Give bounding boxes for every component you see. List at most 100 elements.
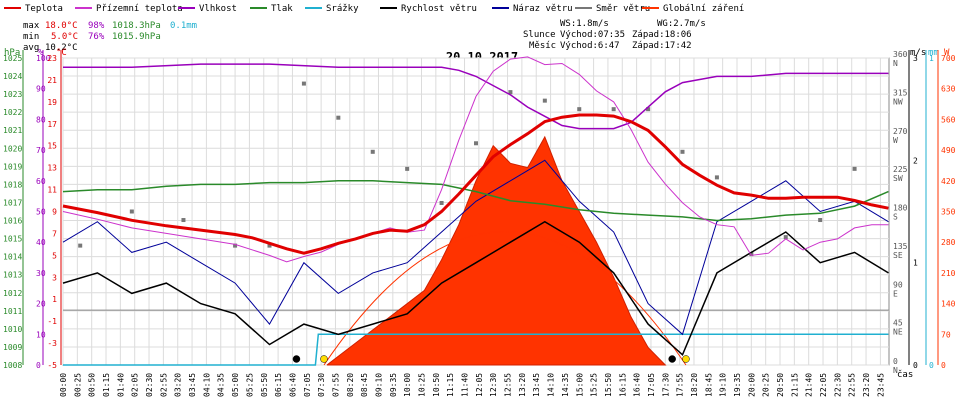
x-tick-label: 08:45 — [360, 373, 369, 397]
temp-tick-label: 3 — [52, 273, 57, 282]
temp-tick-label: 15 — [47, 142, 57, 151]
press-tick-label: 1014 — [3, 253, 22, 262]
unit-wind: m/s — [910, 48, 926, 58]
x-tick-label: 19:35 — [733, 373, 742, 397]
riseset-marker-1 — [320, 355, 328, 363]
dir-name-label: NE — [893, 328, 903, 337]
moon-set: Západ:17:42 — [632, 41, 692, 51]
x-tick-label: 10:50 — [432, 373, 441, 397]
dir-marker — [680, 149, 685, 154]
x-tick-label: 01:40 — [116, 373, 125, 397]
temp-tick-label: -5 — [47, 361, 57, 370]
legend: Teplota Přízemní teplota Vlhkost Tlak Srážky… — [4, 4, 744, 14]
x-tick-label: 02:55 — [159, 373, 168, 397]
unit-rad: W — [944, 48, 950, 58]
x-tick-label: 23:20 — [862, 373, 871, 397]
hum-tick-label: 0 — [36, 361, 41, 370]
legend-label-0: Teplota — [25, 4, 63, 14]
dir-marker — [714, 175, 719, 180]
press-tick-label: 1012 — [3, 289, 22, 298]
x-tick-label: 06:15 — [274, 373, 283, 397]
hum-tick-label: 70 — [36, 146, 46, 155]
press-tick-label: 1015 — [3, 235, 22, 244]
dir-marker — [818, 218, 823, 223]
dir-tick-label: 90 — [893, 280, 903, 289]
stat-max-press: 1018.3hPa — [112, 21, 161, 31]
temp-tick-label: 13 — [47, 164, 57, 173]
dir-name-label: N — [893, 366, 898, 375]
dir-marker — [301, 81, 306, 86]
x-tick-label: 12:55 — [504, 373, 513, 397]
dir-marker — [646, 107, 651, 112]
dir-tick-label: 315 — [893, 88, 908, 97]
series-pressure — [62, 180, 889, 222]
hum-tick-label: 10 — [36, 330, 46, 339]
hum-tick-label: 30 — [36, 269, 46, 278]
unit-press: hPa — [4, 48, 20, 58]
hum-tick-label: 60 — [36, 177, 46, 186]
x-tick-label: 01:15 — [102, 373, 111, 397]
x-tick-label: 00:00 — [59, 373, 68, 397]
dir-marker — [267, 243, 272, 248]
x-tick-label: 07:30 — [317, 373, 326, 397]
dir-marker — [336, 115, 341, 120]
dir-marker — [749, 252, 754, 257]
rad-tick-label: 280 — [941, 238, 956, 247]
x-tick-label: 12:05 — [475, 373, 484, 397]
x-tick-label: 18:45 — [704, 373, 713, 397]
press-tick-label: 1013 — [3, 271, 22, 280]
x-tick-label: 08:20 — [346, 373, 355, 397]
temp-tick-label: 11 — [47, 186, 57, 195]
unit-rain: mm — [928, 48, 939, 58]
legend-label-6: Náraz větru — [513, 4, 573, 14]
dir-tick-label: 0 — [893, 357, 898, 366]
hum-tick-label: 20 — [36, 300, 46, 309]
x-tick-label: 22:30 — [833, 373, 842, 397]
x-tick-label: 13:20 — [518, 373, 527, 397]
legend-label-8: Globální záření — [663, 4, 744, 14]
press-tick-label: 1017 — [3, 198, 22, 207]
dir-marker — [405, 166, 410, 171]
series-temperature — [62, 113, 889, 255]
legend-label-5: Rychlost větru — [401, 4, 477, 14]
x-tick-label: 09:35 — [389, 373, 398, 397]
rad-tick-label: 490 — [941, 146, 956, 155]
plot-area: 00:00 00:25 00:50 01:15 01:40 02:05 02:30 02:55… — [3, 50, 956, 397]
press-tick-label: 1018 — [3, 180, 22, 189]
x-tick-label: 00:25 — [73, 373, 82, 397]
x-tick-label: 00:50 — [88, 373, 97, 397]
stat-min-press: 1015.9hPa — [112, 32, 161, 42]
stats-block: max 18.0°C 98% 1018.3hPa 0.1mm min 5.0°C… — [23, 21, 197, 53]
x-tick-label: 20:25 — [762, 373, 771, 397]
press-tick-label: 1009 — [3, 343, 22, 352]
dir-marker — [78, 243, 83, 248]
series-ground-temp — [62, 56, 889, 263]
sun-rise: Východ:07:35 — [560, 30, 625, 40]
x-tick-label: 09:10 — [374, 373, 383, 397]
x-tick-label: 21:40 — [805, 373, 814, 397]
press-tick-label: 1021 — [3, 126, 22, 135]
dir-name-label: SE — [893, 251, 903, 260]
x-tick-label: 19:10 — [719, 373, 728, 397]
x-tick-label: 02:30 — [145, 373, 154, 397]
legend-label-3: Tlak — [271, 4, 293, 14]
wind-tick-label: 3 — [913, 54, 918, 63]
x-tick-label: 12:30 — [489, 373, 498, 397]
dir-marker — [181, 218, 186, 223]
dir-tick-label: 135 — [893, 242, 908, 251]
x-tick-label: 05:25 — [245, 373, 254, 397]
stat-max-rain: 0.1mm — [170, 21, 197, 31]
press-tick-label: 1019 — [3, 162, 22, 171]
press-tick-label: 1010 — [3, 325, 22, 334]
stat-max-hum: 98% — [88, 21, 105, 31]
press-tick-label: 1023 — [3, 90, 22, 99]
press-tick-label: 1024 — [3, 72, 22, 81]
x-tick-label: 15:25 — [590, 373, 599, 397]
hum-tick-label: 40 — [36, 238, 46, 247]
rad-tick-label: 350 — [941, 208, 956, 217]
press-tick-label: 1020 — [3, 144, 22, 153]
x-tick-label: 14:35 — [561, 373, 570, 397]
temp-tick-label: 1 — [52, 295, 57, 304]
press-tick-label: 1016 — [3, 217, 22, 226]
